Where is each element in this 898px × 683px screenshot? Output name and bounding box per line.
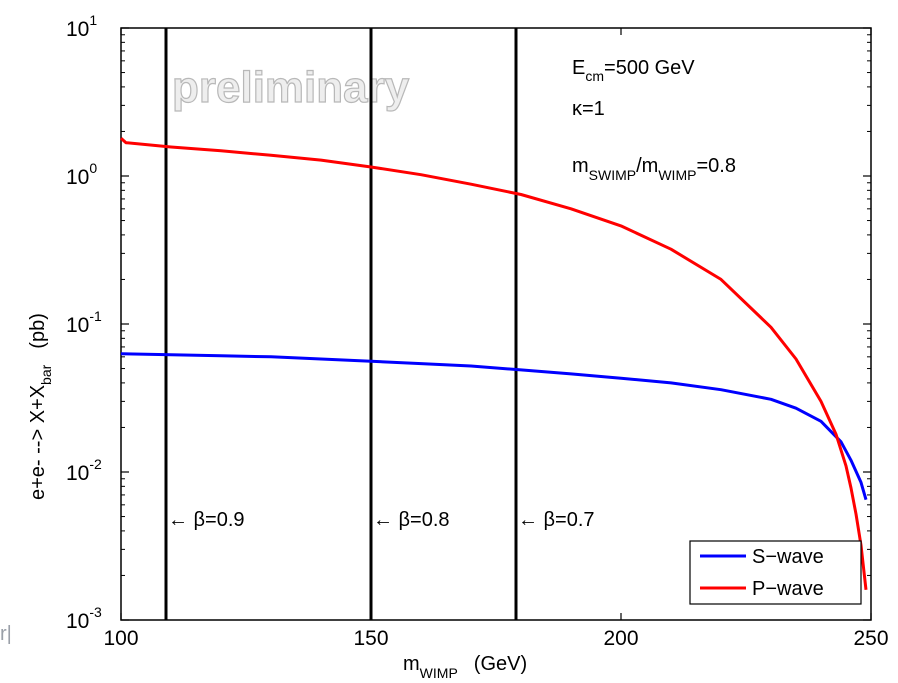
kappa-annotation: κ=1 [572, 98, 605, 120]
plot-area [121, 28, 871, 620]
edge-fragment-text: r| [0, 623, 12, 645]
x-tick-label: 200 [603, 627, 638, 650]
legend: S−wave P−wave [690, 541, 861, 604]
x-tick-label: 150 [353, 627, 388, 650]
beta-label: ← β=0.7 [518, 509, 595, 531]
x-tick-label: 250 [853, 627, 888, 650]
x-tick-label: 100 [103, 627, 138, 650]
preliminary-watermark: preliminary [172, 63, 410, 112]
beta-label: ← β=0.9 [168, 509, 245, 531]
legend-label-s-wave: S−wave [752, 546, 824, 568]
legend-label-p-wave: P−wave [752, 578, 824, 600]
beta-label: ← β=0.8 [373, 509, 450, 531]
